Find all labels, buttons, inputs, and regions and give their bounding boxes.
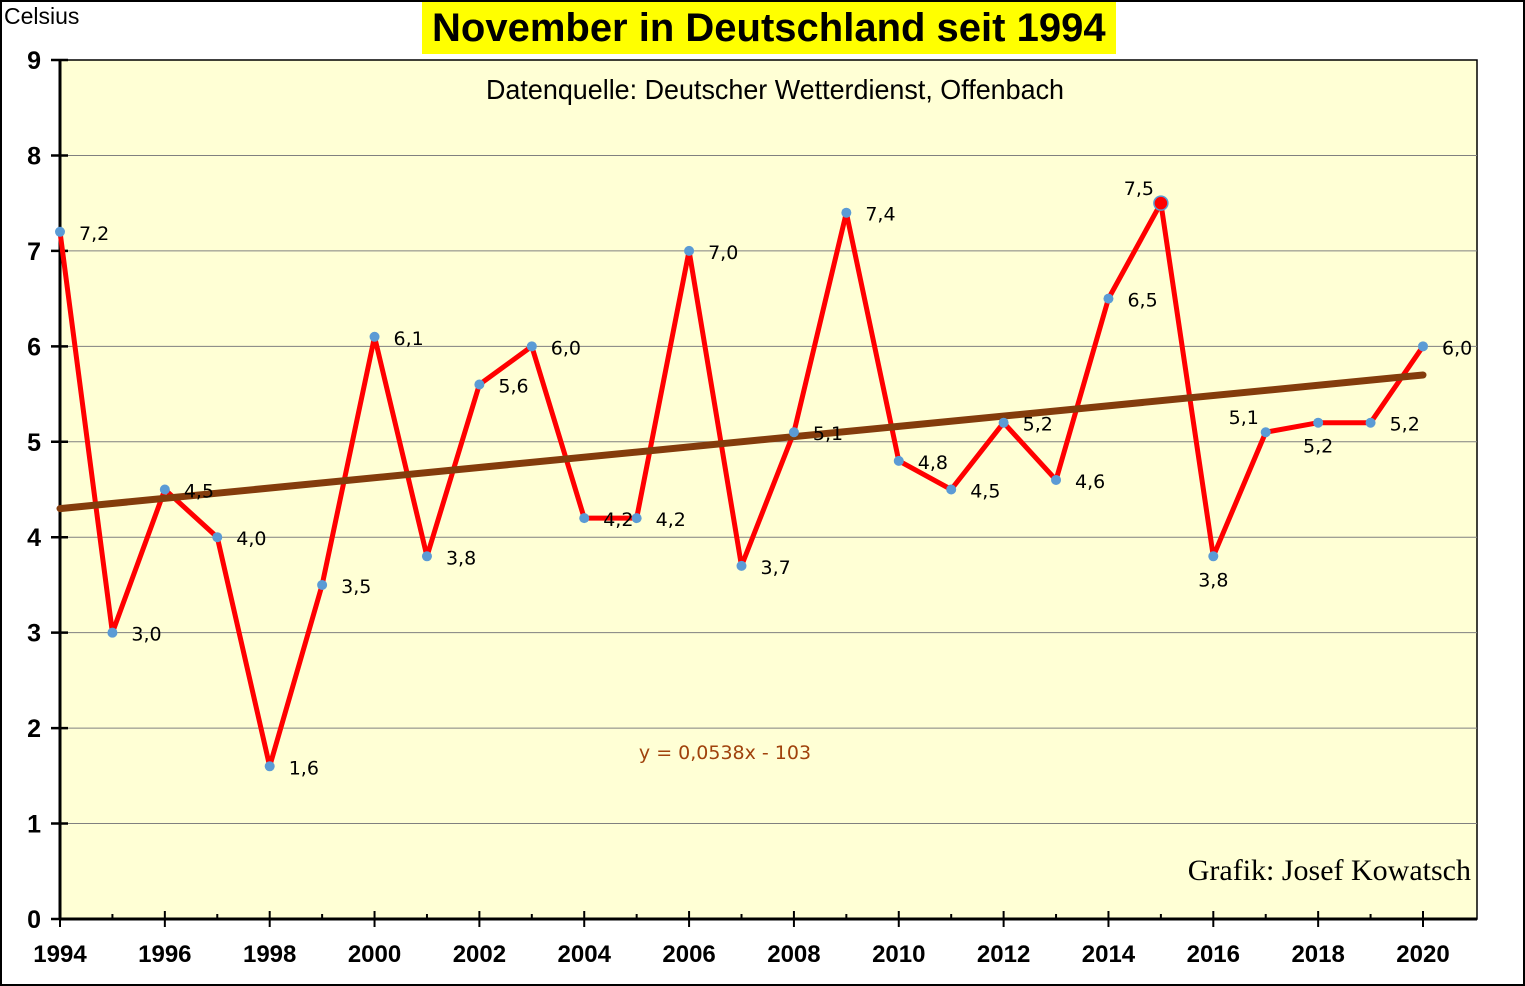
data-label: 3,8 <box>446 547 476 569</box>
data-point <box>1208 551 1219 562</box>
data-label: 5,6 <box>498 376 528 398</box>
x-tick-label: 2012 <box>977 941 1030 968</box>
data-label: 5,2 <box>1303 436 1333 458</box>
data-label: 6,1 <box>394 328 424 350</box>
data-point <box>631 513 642 524</box>
x-tick-label: 2002 <box>453 941 506 968</box>
x-tick-label: 2010 <box>872 941 925 968</box>
data-label: 1,6 <box>289 757 319 779</box>
y-axis-unit-label: Celsius <box>4 3 80 29</box>
data-label: 5,1 <box>1229 407 1259 429</box>
y-tick-label: 3 <box>27 620 41 648</box>
data-point <box>1103 293 1114 304</box>
data-point <box>1051 474 1062 485</box>
data-point <box>317 579 328 590</box>
data-point <box>55 226 65 237</box>
x-tick-label: 2006 <box>662 941 715 968</box>
x-tick-label: 2004 <box>558 941 612 968</box>
x-axis-ticks: 1994 1996 1998 2000 2002 2004 2006 2008 2010 2012… <box>33 911 1450 968</box>
data-point <box>212 532 223 543</box>
y-tick-label: 1 <box>27 811 41 839</box>
data-point <box>369 331 380 342</box>
data-label: 3,5 <box>341 576 371 598</box>
data-point <box>998 417 1009 428</box>
y-tick-label: 0 <box>27 906 41 934</box>
data-label: 6,5 <box>1127 290 1157 312</box>
data-point <box>526 341 537 352</box>
y-tick-label: 9 <box>27 47 41 75</box>
data-label: 3,0 <box>131 624 161 646</box>
axes <box>58 60 1477 921</box>
y-tick-label: 4 <box>27 524 41 552</box>
data-point <box>1313 417 1324 428</box>
data-label: 5,2 <box>1023 414 1053 436</box>
data-point <box>474 379 485 390</box>
y-tick-label: 8 <box>27 142 41 170</box>
y-tick-label: 7 <box>27 238 41 266</box>
data-point <box>684 245 695 256</box>
x-tick-label: 2020 <box>1396 941 1449 968</box>
x-tick-label: 2016 <box>1187 941 1240 968</box>
data-label: 4,2 <box>656 509 686 531</box>
x-tick-label: 2014 <box>1082 941 1136 968</box>
chart-credit: Grafik: Josef Kowatsch <box>1188 854 1471 887</box>
data-label: 4,8 <box>918 452 948 474</box>
x-tick-label: 2008 <box>767 941 820 968</box>
data-point <box>159 484 170 495</box>
data-labels: 7,2 3,0 4,5 4,0 1,6 3,5 6,1 3,8 5,6 6,0 4,2 4,2 7,0 3… <box>79 178 1472 779</box>
data-label: 4,6 <box>1075 471 1105 493</box>
data-label: 4,5 <box>970 481 1000 503</box>
chart-title: November in Deutschland seit 1994 <box>422 2 1116 54</box>
data-label: 5,1 <box>813 423 843 445</box>
y-tick-label: 2 <box>27 715 41 743</box>
data-point <box>1418 341 1428 352</box>
data-label: 7,0 <box>708 242 738 264</box>
y-tick-label: 6 <box>27 333 41 361</box>
data-label: 4,2 <box>603 509 633 531</box>
data-point <box>946 484 957 495</box>
chart-subtitle: Datenquelle: Deutscher Wetterdienst, Off… <box>486 74 1064 105</box>
data-label: 7,5 <box>1124 178 1154 200</box>
data-label: 7,2 <box>79 223 109 245</box>
data-label: 5,2 <box>1390 414 1420 436</box>
data-point <box>107 627 118 638</box>
data-label: 3,8 <box>1198 569 1228 591</box>
trendline <box>56 371 1427 513</box>
x-tick-label: 1996 <box>138 941 191 968</box>
data-point <box>788 427 799 438</box>
data-point <box>1365 417 1376 428</box>
data-point <box>841 207 852 218</box>
data-label: 4,0 <box>236 528 266 550</box>
data-point <box>421 551 432 562</box>
data-point <box>264 761 275 772</box>
trendline-equation: y = 0,0538x - 103 <box>639 742 811 764</box>
data-point <box>893 455 904 466</box>
x-tick-label: 2018 <box>1291 941 1344 968</box>
x-tick-label: 1998 <box>243 941 296 968</box>
data-point <box>579 513 590 524</box>
data-label: 6,0 <box>551 337 581 359</box>
x-tick-label: 1994 <box>33 941 87 968</box>
gridlines <box>60 154 1477 825</box>
data-markers <box>55 195 1428 772</box>
trendline-group <box>56 371 1427 513</box>
data-point-highlight <box>1153 195 1169 211</box>
data-label: 4,5 <box>184 481 214 503</box>
data-point <box>736 560 747 571</box>
data-label: 3,7 <box>761 557 791 579</box>
y-axis-ticks: 0 1 2 3 4 5 6 7 8 9 <box>27 47 68 934</box>
data-label: 7,4 <box>865 204 895 226</box>
data-point <box>1260 427 1271 438</box>
y-tick-label: 5 <box>27 429 41 457</box>
x-tick-label: 2000 <box>348 941 401 968</box>
data-label: 6,0 <box>1442 337 1472 359</box>
